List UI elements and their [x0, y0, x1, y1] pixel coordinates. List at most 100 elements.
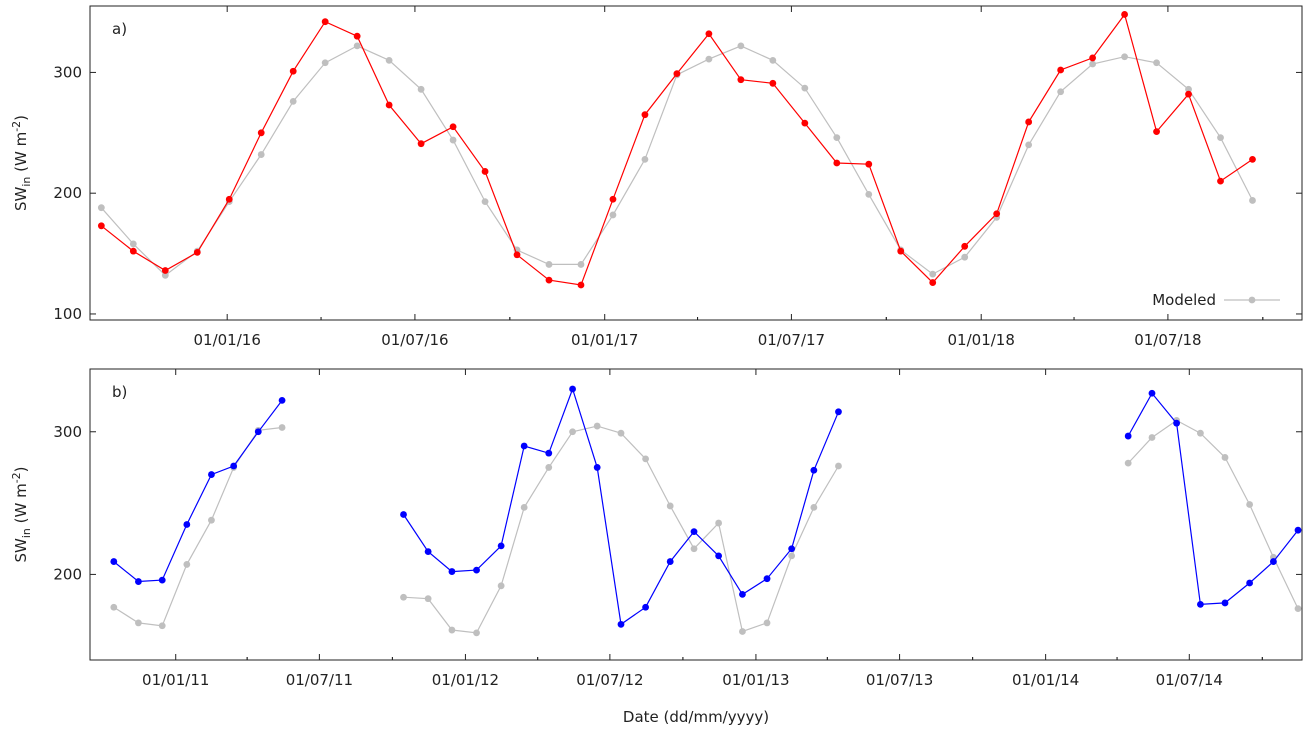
modeled-point — [520, 503, 528, 511]
modeled-point — [161, 271, 169, 279]
y-axis-title-sub: in — [20, 177, 33, 187]
observed-point — [230, 462, 238, 470]
modeled-point — [424, 595, 432, 603]
modeled-point — [641, 155, 649, 163]
y-axis-title-main: SW — [12, 187, 30, 212]
modeled-point — [1217, 134, 1224, 142]
observed-point — [1246, 579, 1254, 587]
modeled-point — [1294, 605, 1302, 613]
x-tick-label: 01/01/13 — [722, 671, 789, 689]
observed-point — [289, 67, 297, 75]
observed-point — [993, 210, 1001, 218]
observed-point — [641, 111, 649, 119]
modeled-point — [569, 428, 576, 436]
modeled-point — [810, 503, 818, 511]
observed-point — [321, 18, 329, 26]
observed-point — [609, 195, 617, 203]
modeled-point — [690, 545, 698, 553]
x-tick-label: 01/01/18 — [948, 331, 1015, 349]
modeled-series-line — [100, 45, 1254, 277]
modeled-point — [417, 85, 425, 93]
observed-point — [545, 276, 553, 284]
modeled-point — [1197, 429, 1204, 437]
observed-point — [833, 159, 841, 167]
panel-label: a) — [112, 20, 127, 38]
modeled-point — [577, 261, 585, 268]
observed-point — [193, 248, 201, 256]
observed-point — [254, 428, 262, 436]
observed-point — [666, 558, 674, 565]
y-tick-label: 200 — [53, 184, 82, 202]
y-axis-title-end: ) — [12, 115, 30, 121]
legend-modeled-marker — [1248, 296, 1256, 304]
modeled-point — [135, 619, 142, 627]
observed-point — [278, 396, 286, 404]
observed-point — [135, 578, 142, 585]
y-axis-title-end: ) — [12, 466, 30, 472]
y-tick-label: 100 — [53, 305, 82, 323]
observed-point — [473, 566, 480, 574]
observed-point — [158, 576, 166, 584]
observed-point — [705, 30, 713, 38]
modeled-point — [110, 603, 118, 611]
observed-point — [225, 195, 233, 203]
observed-point — [417, 140, 425, 148]
observed-point — [497, 542, 505, 550]
y-axis-title: SWin (W m-2) — [10, 466, 33, 562]
observed-point — [715, 552, 723, 560]
observed-point — [1185, 90, 1192, 98]
observed-point — [593, 464, 601, 471]
observed-point — [1173, 419, 1180, 427]
modeled-point — [278, 424, 286, 431]
x-tick-label: 01/01/17 — [571, 331, 638, 349]
panel-a: 100 200 300 01/01/16 01/07/16 01/01/17 01/07/1… — [10, 5, 1303, 349]
observed-point — [161, 267, 169, 274]
observed-point — [929, 279, 937, 286]
modeled-point — [497, 582, 505, 590]
modeled-series-line — [403, 425, 840, 634]
observed-point — [97, 222, 105, 230]
observed-point — [448, 568, 456, 575]
modeled-point — [739, 628, 746, 635]
modeled-point — [715, 519, 723, 527]
modeled-point — [642, 455, 649, 463]
observed-point — [353, 32, 361, 40]
modeled-series-line — [113, 426, 283, 627]
modeled-point — [737, 42, 745, 50]
x-tick-label: 01/07/11 — [286, 671, 353, 689]
panel-label: b) — [112, 383, 127, 401]
observed-point — [1057, 66, 1065, 74]
modeled-point — [449, 136, 457, 144]
modeled-point — [545, 261, 553, 268]
modeled-point — [833, 134, 841, 142]
observed-point — [1025, 118, 1033, 126]
observed-point — [737, 76, 745, 84]
observed-point — [617, 620, 625, 628]
observed-point — [788, 545, 796, 553]
modeled-point — [545, 464, 553, 471]
modeled-point — [1057, 88, 1065, 96]
observed-point — [1197, 600, 1204, 608]
observed-point — [897, 247, 905, 255]
y-axis-title-sup: -2 — [10, 121, 23, 132]
modeled-point — [961, 253, 969, 261]
modeled-point — [1246, 501, 1254, 508]
x-tick-label: 01/07/12 — [576, 671, 643, 689]
y-axis-title-unit: (W m — [12, 483, 30, 528]
observed-point — [577, 281, 585, 289]
modeled-point — [158, 622, 166, 630]
y-axis-title-sub: in — [20, 528, 33, 538]
observed-point — [769, 79, 777, 87]
modeled-point — [1089, 60, 1097, 68]
observed-point — [449, 123, 457, 131]
y-axis-title: SWin (W m-2) — [10, 115, 33, 211]
modeled-point — [183, 561, 191, 568]
modeled-point — [473, 629, 480, 637]
x-tick-label: 01/01/14 — [1012, 671, 1079, 689]
observed-series-line — [113, 400, 283, 583]
plot-frame — [89, 5, 1303, 321]
modeled-point — [289, 98, 297, 105]
x-tick-label: 01/07/18 — [1134, 331, 1201, 349]
